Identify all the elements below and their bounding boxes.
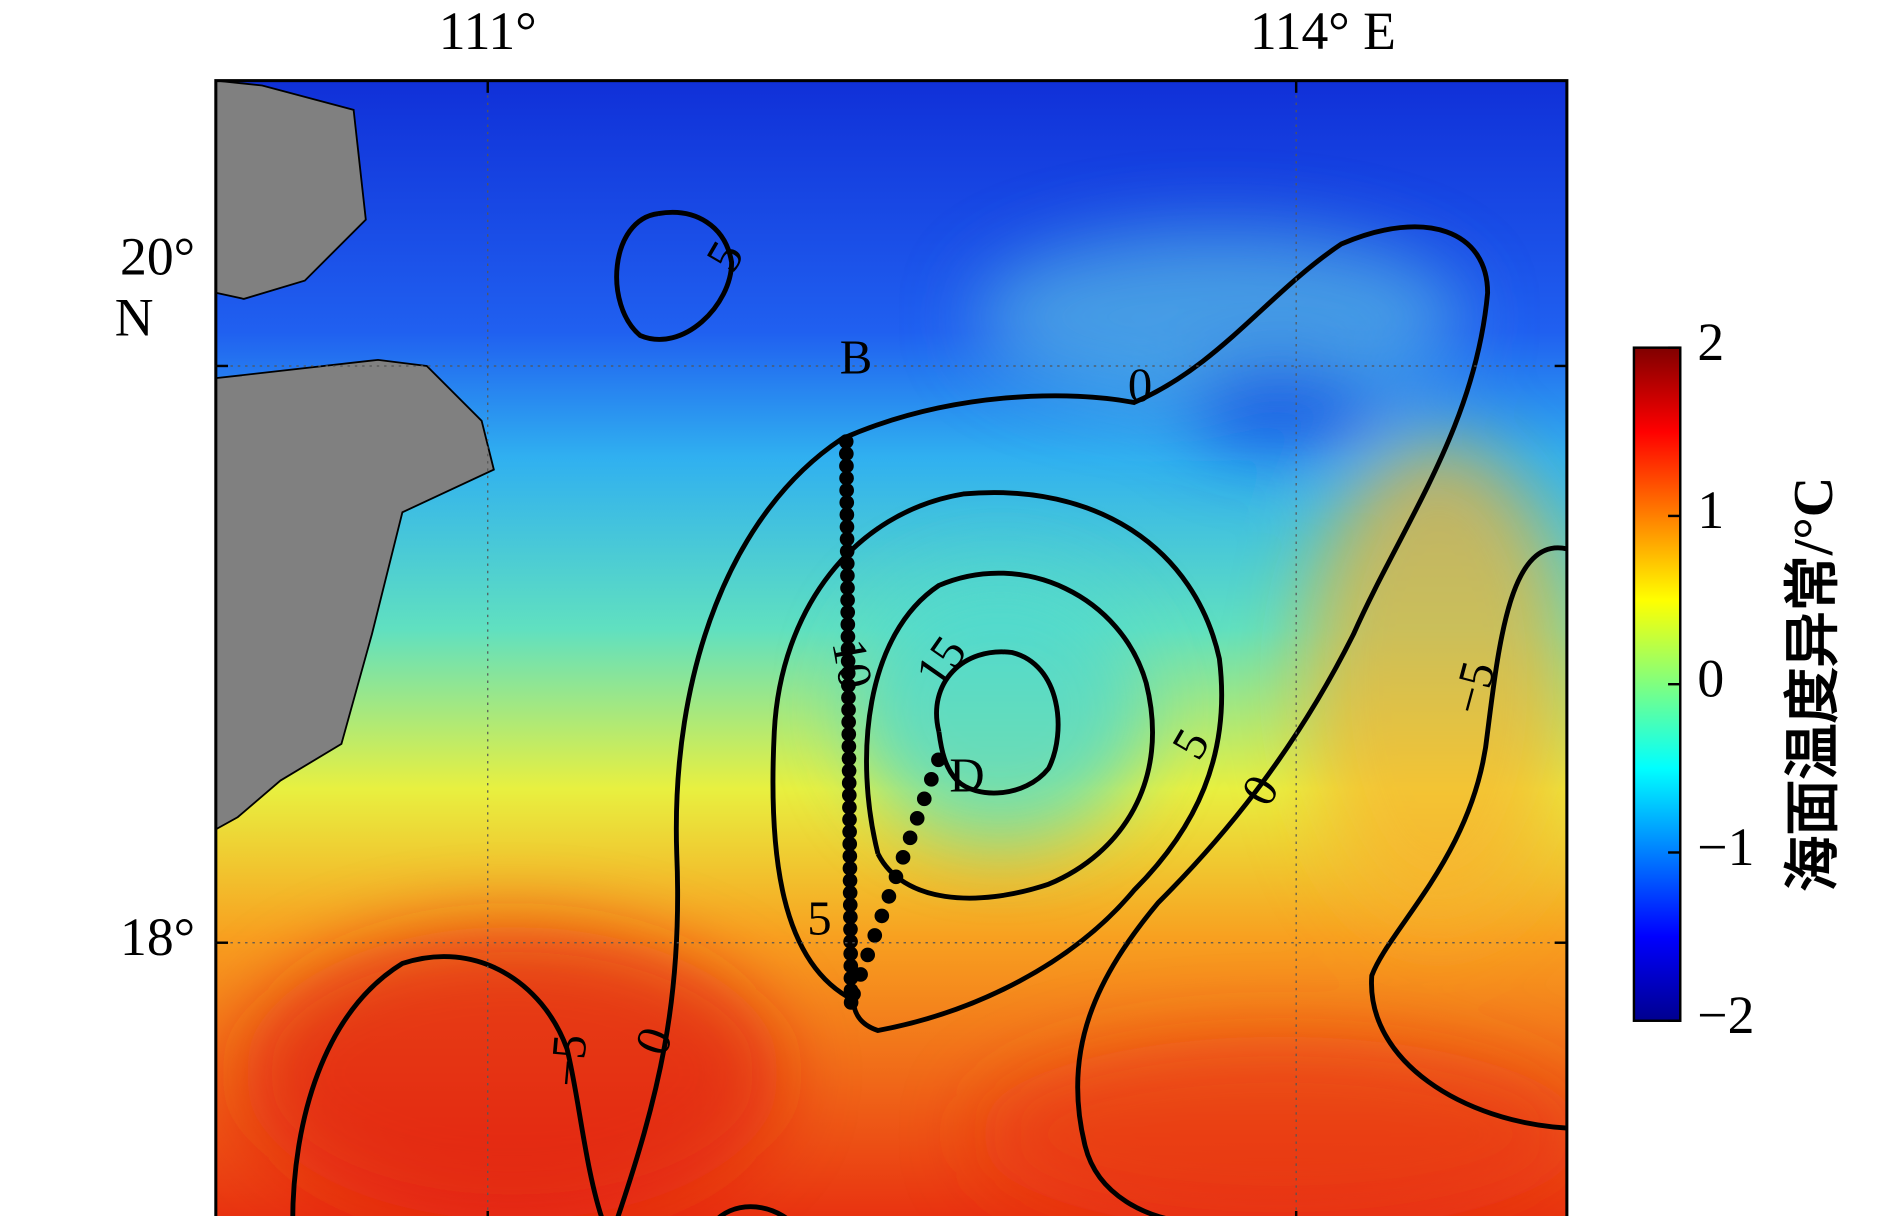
station-dot — [840, 629, 856, 644]
x-tick-label: 114° E — [1250, 1, 1396, 61]
station-dot — [840, 580, 855, 596]
station-dot — [840, 568, 855, 584]
station-dot — [843, 921, 858, 937]
station-dot — [840, 604, 856, 620]
lat-unit: N — [115, 288, 154, 348]
colorbar-title: 海面温度异常/°C — [1783, 477, 1845, 892]
station-dot — [841, 726, 857, 742]
station-dot — [842, 812, 857, 827]
station-dot — [840, 592, 855, 608]
station-dot — [841, 702, 856, 718]
colorbar-tick-label: 0 — [1697, 649, 1724, 709]
station-dot — [839, 519, 855, 535]
station-dot — [841, 690, 856, 705]
station-dot — [931, 752, 946, 768]
colorbar: 2 1 0 −1 −2 — [1632, 312, 1754, 1045]
station-dot — [902, 830, 918, 846]
station-dot — [843, 934, 858, 949]
station-dot — [842, 897, 858, 913]
station-dot — [839, 458, 854, 474]
station-dot — [841, 763, 857, 779]
station-dot — [839, 556, 855, 571]
station-dot — [846, 986, 861, 1002]
station-dot — [841, 775, 857, 791]
station-dot — [839, 446, 854, 462]
station-dot — [881, 889, 897, 904]
station-dot — [874, 908, 890, 924]
contour-label: 5 — [807, 891, 831, 945]
station-dot — [838, 434, 854, 449]
y-tick-label: 20° — [120, 227, 195, 287]
station-dot — [853, 967, 868, 982]
station-dot — [840, 641, 856, 657]
station-dot — [916, 791, 932, 807]
contour-label: 10 — [821, 635, 883, 692]
colorbar-tick-label: −1 — [1697, 817, 1754, 877]
colorbar-tick-label: −2 — [1697, 985, 1754, 1045]
station-dot — [860, 947, 876, 963]
contour-label: −5 — [539, 1032, 597, 1088]
x-tick-label: 111° — [439, 1, 537, 61]
station-label: D — [949, 749, 984, 803]
station-dot — [842, 836, 858, 852]
ctd-stations — [838, 434, 946, 1010]
station-dot — [924, 772, 939, 787]
sst-field — [215, 80, 1567, 1216]
station-dot — [843, 946, 859, 962]
station-dot — [909, 811, 925, 826]
station-dot — [895, 850, 911, 865]
contours — [290, 210, 1567, 1216]
station-dot — [839, 470, 854, 486]
station-dot — [840, 617, 856, 632]
station-dot — [841, 739, 857, 754]
station-dot — [839, 483, 854, 498]
station-label: B — [840, 330, 873, 384]
colorbar-tick-label: 2 — [1697, 312, 1724, 372]
station-dot — [841, 787, 857, 803]
station-dot — [867, 928, 883, 943]
station-dot — [841, 751, 857, 766]
station-dot — [843, 958, 859, 974]
colorbar-tick-label: 1 — [1697, 480, 1724, 540]
station-dot — [842, 873, 858, 888]
y-tick-label: 18° — [120, 907, 195, 967]
station-dot — [842, 885, 858, 901]
station-dot — [839, 531, 855, 547]
station-dot — [842, 800, 857, 815]
map-frame — [214, 79, 1569, 1216]
station-dot — [839, 495, 855, 510]
station-dot — [842, 824, 857, 840]
station-dot — [888, 869, 904, 885]
station-dot — [843, 909, 858, 925]
station-dot — [842, 861, 858, 876]
station-dot — [840, 653, 856, 669]
station-dot — [839, 543, 855, 559]
contour-label: 0 — [1128, 359, 1152, 413]
station-dot — [839, 507, 855, 523]
station-dot — [841, 678, 856, 693]
station-dot — [841, 714, 856, 730]
station-dot — [842, 848, 858, 864]
station-dot — [840, 665, 856, 681]
